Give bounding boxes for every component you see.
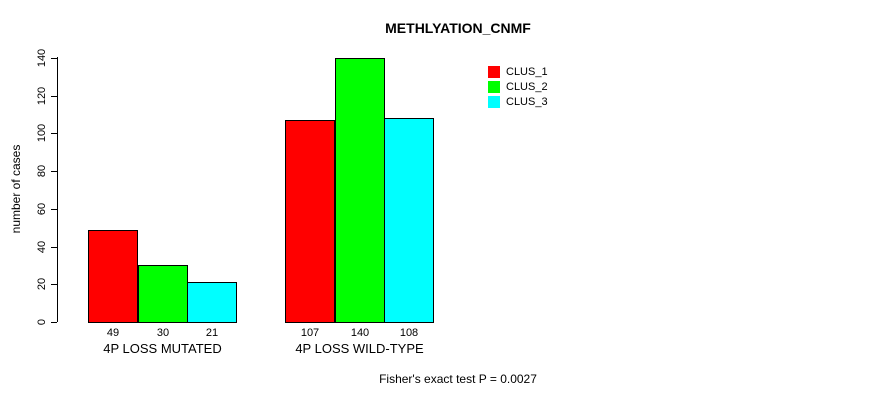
bar-value-label: 30 (156, 327, 170, 339)
y-tick (51, 322, 57, 323)
legend-label: CLUS_2 (506, 80, 548, 93)
legend-item-clus_2: CLUS_2 (488, 79, 548, 94)
legend-swatch-icon (488, 95, 500, 108)
y-tick (51, 247, 57, 248)
bar-value-label: 107 (300, 327, 320, 339)
annotation-text: Fisher's exact test P = 0.0027 (379, 372, 537, 386)
legend-label: CLUS_3 (506, 95, 548, 108)
bar-clus_2-group2 (335, 58, 385, 323)
y-tick-label: 60 (36, 202, 48, 216)
bar-value-label: 49 (106, 327, 120, 339)
legend-item-clus_1: CLUS_1 (488, 64, 548, 79)
bar-value-label: 108 (399, 327, 419, 339)
category-label: 4P LOSS MUTATED (103, 341, 222, 356)
y-tick (51, 209, 57, 210)
bar-clus_3-group2 (384, 118, 434, 323)
y-tick (51, 171, 57, 172)
y-tick-label: 0 (36, 318, 48, 326)
y-tick (51, 96, 57, 97)
legend-swatch-icon (488, 65, 500, 78)
y-tick (51, 58, 57, 59)
legend-swatch-icon (488, 80, 500, 93)
bar-value-label: 140 (350, 327, 370, 339)
bar-clus_2-group1 (138, 265, 188, 323)
bar-value-label: 21 (205, 327, 219, 339)
y-axis-label: number of cases (9, 144, 23, 234)
y-tick (51, 133, 57, 134)
y-axis-line (57, 57, 58, 322)
legend-label: CLUS_1 (506, 65, 548, 78)
y-tick-label: 120 (36, 86, 48, 106)
bar-clus_1-group2 (285, 120, 335, 323)
chart-title: METHLYATION_CNMF (385, 20, 531, 36)
y-tick-label: 80 (36, 164, 48, 178)
bar-clus_1-group1 (88, 230, 138, 323)
legend-item-clus_3: CLUS_3 (488, 94, 548, 109)
category-label: 4P LOSS WILD-TYPE (295, 341, 424, 356)
legend: CLUS_1 CLUS_2 CLUS_3 (488, 64, 548, 109)
y-tick-label: 140 (36, 48, 48, 68)
y-tick-label: 100 (36, 123, 48, 143)
bar-clus_3-group1 (187, 282, 237, 323)
y-tick-label: 40 (36, 240, 48, 254)
y-tick (51, 284, 57, 285)
y-tick-label: 20 (36, 277, 48, 291)
